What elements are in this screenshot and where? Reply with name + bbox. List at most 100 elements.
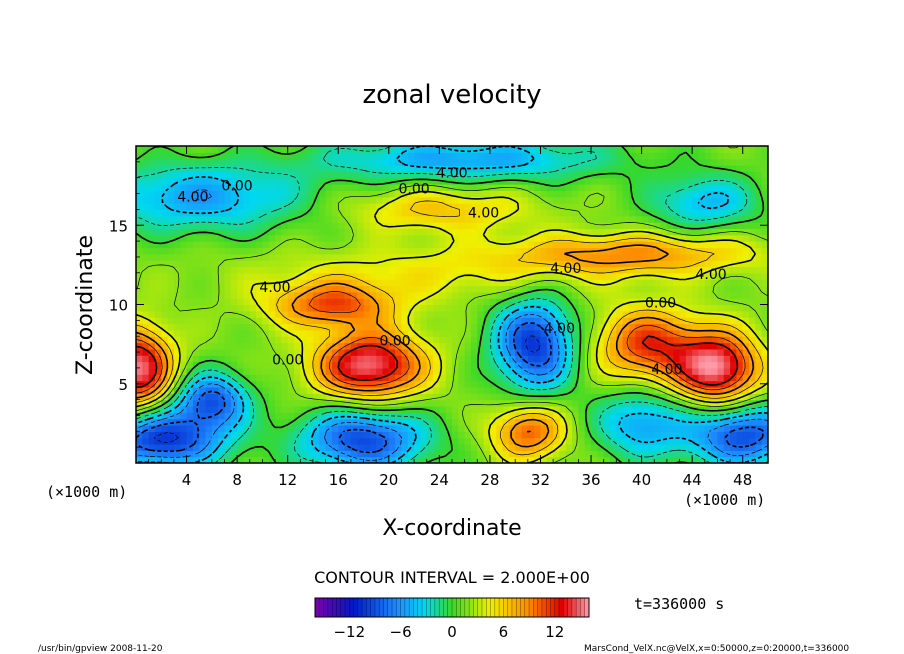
heatmap-cell [742, 336, 750, 344]
heatmap-cell [414, 317, 421, 325]
heatmap-cell [433, 222, 440, 230]
heatmap-cell [294, 355, 301, 363]
heatmap-cell [388, 367, 396, 375]
heatmap-cell [395, 310, 403, 318]
heatmap-cell [211, 355, 219, 363]
heatmap-cell [717, 241, 725, 249]
heatmap-cell [464, 348, 472, 356]
heatmap-cell [414, 177, 421, 185]
heatmap-cell [388, 241, 396, 249]
heatmap-cell [565, 158, 573, 166]
heatmap-cell [610, 209, 617, 217]
heatmap-cell [230, 291, 238, 299]
heatmap-cell [218, 424, 226, 432]
heatmap-cell [610, 196, 617, 204]
heatmap-cell [597, 241, 605, 249]
heatmap-cell [433, 437, 440, 445]
heatmap-cell [704, 342, 712, 350]
heatmap-cell [666, 253, 674, 261]
heatmap-cell [508, 291, 516, 299]
heatmap-cell [483, 367, 491, 375]
heatmap-cell [578, 456, 586, 463]
heatmap-cell [192, 253, 200, 261]
heatmap-cell [666, 215, 674, 223]
heatmap-cell [534, 171, 542, 179]
heatmap-cell [559, 361, 567, 369]
heatmap-cell [641, 260, 649, 268]
heatmap-cell [420, 393, 428, 401]
heatmap-cell [186, 310, 194, 318]
heatmap-cell [730, 336, 737, 344]
heatmap-cell [331, 456, 339, 463]
heatmap-cell [306, 310, 314, 318]
heatmap-cell [268, 361, 276, 369]
heatmap-cell [452, 367, 459, 375]
heatmap-cell [515, 374, 523, 382]
heatmap-cell [464, 336, 472, 344]
heatmap-cell [243, 158, 251, 166]
heatmap-cell [414, 291, 421, 299]
heatmap-cell [723, 304, 731, 312]
heatmap-cell [470, 456, 478, 463]
heatmap-cell [407, 399, 415, 407]
heatmap-cell [369, 171, 377, 179]
heatmap-cell [452, 266, 459, 274]
heatmap-cell [559, 304, 567, 312]
heatmap-cell [660, 393, 668, 401]
heatmap-cell [414, 374, 421, 382]
heatmap-cell [755, 342, 763, 350]
heatmap-cell [294, 323, 301, 331]
heatmap-cell [628, 177, 636, 185]
heatmap-cell [622, 380, 630, 388]
heatmap-cell [363, 412, 371, 420]
heatmap-cell [205, 399, 213, 407]
heatmap-cell [508, 222, 516, 230]
heatmap-cell [508, 412, 516, 420]
heatmap-cell [243, 190, 251, 198]
heatmap-cell [464, 266, 472, 274]
heatmap-cell [470, 279, 478, 287]
heatmap-cell [515, 298, 523, 306]
heatmap-cell [527, 209, 535, 217]
heatmap-cell [527, 298, 535, 306]
heatmap-cell [546, 336, 554, 344]
heatmap-cell [186, 260, 194, 268]
heatmap-cell [597, 450, 605, 458]
heatmap-cell [319, 298, 327, 306]
heatmap-cell [331, 196, 339, 204]
heatmap-cell [698, 279, 706, 287]
heatmap-cell [256, 171, 263, 179]
heatmap-cell [148, 348, 156, 356]
heatmap-cell [300, 386, 308, 394]
heatmap-cell [679, 146, 687, 153]
heatmap-cell [300, 222, 308, 230]
heatmap-cell [154, 336, 162, 344]
heatmap-cell [388, 399, 396, 407]
heatmap-cell [180, 342, 188, 350]
heatmap-cell [546, 443, 554, 451]
heatmap-cell [161, 361, 169, 369]
heatmap-cell [243, 253, 251, 261]
heatmap-cell [357, 146, 365, 153]
heatmap-cell [470, 437, 478, 445]
heatmap-cell [306, 298, 314, 306]
heatmap-cell [666, 158, 674, 166]
heatmap-cell [350, 253, 358, 261]
heatmap-cell [591, 196, 598, 204]
heatmap-cell [136, 266, 143, 274]
heatmap-field [136, 146, 768, 463]
heatmap-cell [584, 431, 592, 439]
heatmap-cell [515, 234, 523, 242]
heatmap-cell [723, 418, 731, 426]
heatmap-cell [312, 304, 320, 312]
heatmap-cell [350, 456, 358, 463]
heatmap-cell [256, 310, 263, 318]
heatmap-cell [230, 146, 238, 153]
heatmap-cell [407, 418, 415, 426]
heatmap-cell [173, 412, 181, 420]
heatmap-cell [527, 260, 535, 268]
heatmap-cell [591, 317, 598, 325]
heatmap-cell [142, 399, 150, 407]
heatmap-cell [527, 456, 535, 463]
heatmap-cell [439, 355, 447, 363]
